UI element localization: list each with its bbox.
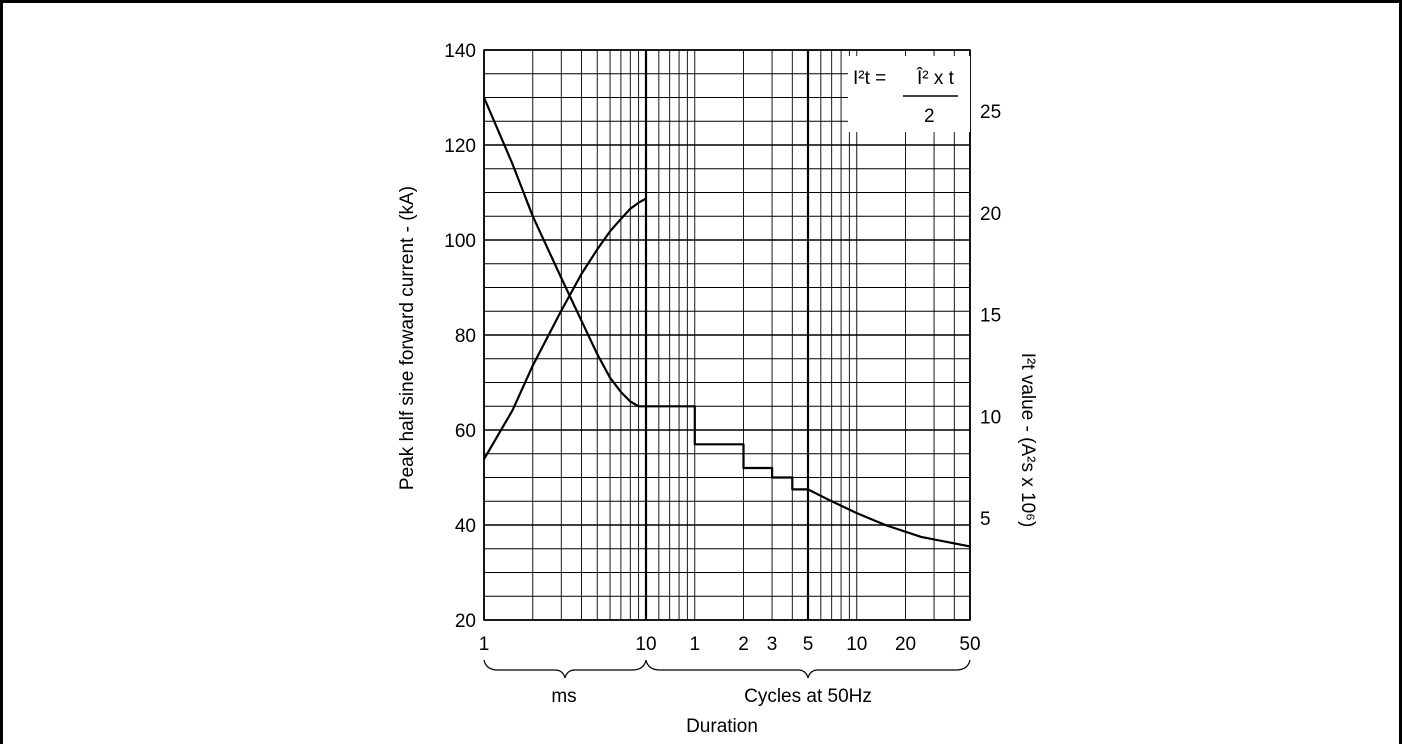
y2-tick-label: 25 (980, 102, 1001, 123)
y-tick-label: 140 (444, 41, 476, 62)
y-tick-label: 40 (455, 516, 476, 537)
section-brace (645, 659, 971, 679)
y2-tick-label: 5 (980, 509, 991, 530)
x-tick-label: 50 (959, 634, 980, 655)
series-line-2 (483, 197, 647, 460)
y2-tick-label: 15 (980, 306, 1001, 327)
x-tick-label: 10 (846, 634, 867, 655)
formula-numerator: Î² x t (916, 67, 955, 89)
x-axis-label: Duration (686, 716, 758, 737)
y-tick-label: 20 (455, 611, 476, 632)
x-tick-label: 20 (895, 634, 916, 655)
x-section-label-ms: ms (551, 686, 576, 707)
x-tick-label: 1 (689, 634, 700, 655)
section-braces (483, 659, 971, 679)
x-tick-label: 5 (803, 634, 814, 655)
series-group (482, 97, 971, 548)
series-line-1 (482, 97, 646, 408)
y-tick-label: 60 (455, 421, 476, 442)
formula-lhs: I²t = (853, 68, 886, 89)
x-tick-label: 1 (479, 634, 490, 655)
y2-tick-label: 20 (980, 204, 1001, 225)
y-tick-label: 120 (444, 136, 476, 157)
formula-box-bg (848, 56, 970, 132)
plot-border (483, 49, 971, 621)
x-tick-label: 3 (767, 634, 778, 655)
formula-box: I²t = Î² x t 2 (848, 56, 970, 132)
section-brace (483, 659, 647, 679)
y-tick-label: 100 (444, 231, 476, 252)
grid (483, 49, 971, 621)
y2-tick-label: 10 (980, 407, 1001, 428)
y-tick-label: 80 (455, 326, 476, 347)
formula-denominator: 2 (924, 106, 935, 127)
series-line-3 (646, 405, 971, 548)
x-section-label-cycles: Cycles at 50Hz (744, 686, 872, 707)
x-tick-label: 2 (738, 634, 749, 655)
y2-axis-label: I²t value - (A²s x 10⁶) (1017, 353, 1038, 528)
y-axis-label: Peak half sine forward current - (kA) (397, 186, 418, 490)
x-tick-label: 10 (635, 634, 656, 655)
